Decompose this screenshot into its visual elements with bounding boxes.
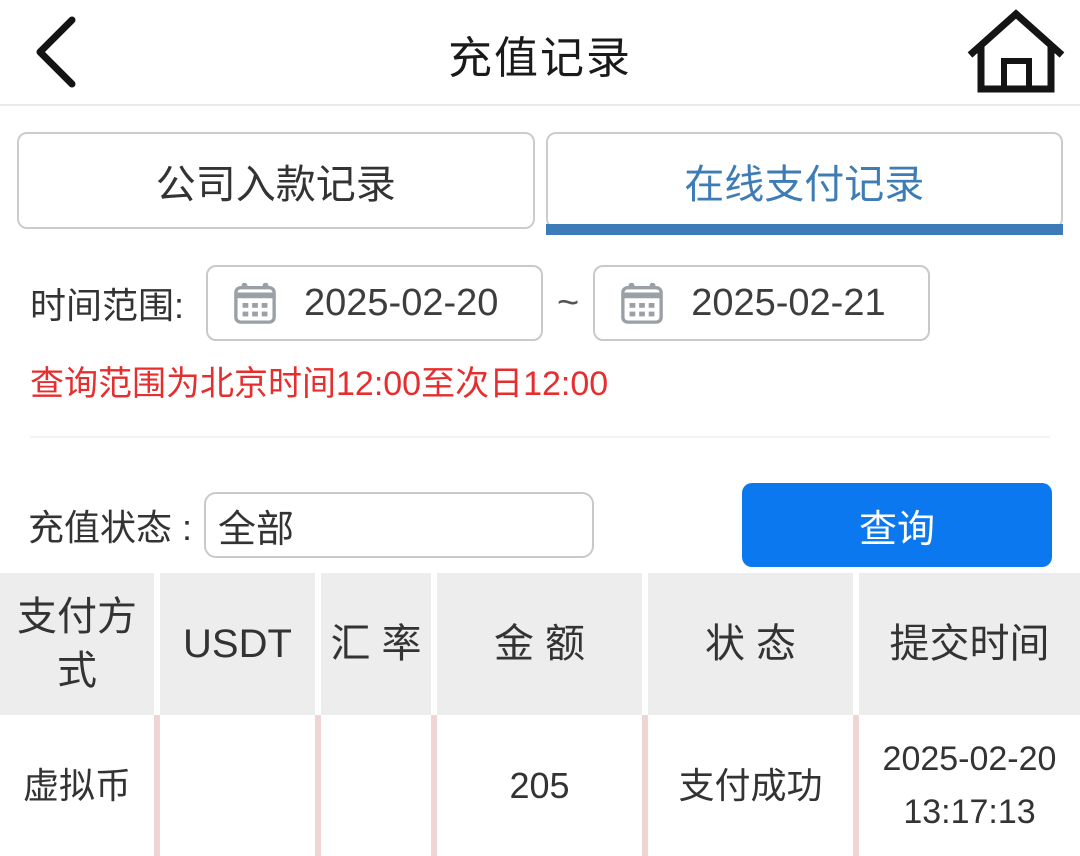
end-date-value: 2025-02-21: [691, 281, 886, 324]
column-header-amount: 金 额: [437, 573, 642, 715]
home-button[interactable]: [966, 9, 1066, 95]
calendar-icon: [234, 282, 276, 324]
date-range-row: 时间范围: 2025-02-20 ~ 2025-02-21: [0, 265, 1080, 341]
cell-rate: [321, 715, 431, 856]
back-chevron-icon: [36, 16, 76, 88]
status-select[interactable]: 全部: [204, 492, 595, 558]
query-button[interactable]: 查询: [742, 483, 1052, 567]
home-icon: [967, 9, 1065, 93]
calendar-icon: [621, 282, 664, 324]
tab-label: 在线支付记录: [684, 162, 925, 207]
tab-label: 公司入款记录: [155, 162, 396, 207]
record-tabs: 公司入款记录 在线支付记录: [0, 132, 1080, 235]
column-header-status: 状 态: [648, 573, 853, 715]
table-row: 虚拟币 205 支付成功 2025-02-20 13:17:13: [0, 715, 1080, 856]
start-date-input[interactable]: 2025-02-20: [206, 265, 544, 341]
status-select-value: 全部: [218, 508, 295, 551]
status-filter-row: 充值状态 : 全部 查询: [0, 483, 1080, 567]
date-range-separator: ~: [557, 281, 580, 324]
cell-submit-time: 2025-02-20 13:17:13: [859, 715, 1080, 856]
date-range-label: 时间范围:: [30, 285, 185, 326]
cell-payment-method: 虚拟币: [0, 715, 154, 856]
table-header-row: 支付方式 USDT 汇 率 金 额 状 态 提交时间: [0, 573, 1080, 715]
query-range-notice: 查询范围为北京时间12:00至次日12:00: [30, 365, 609, 403]
tab-online-payment[interactable]: 在线支付记录: [545, 132, 1063, 235]
status-filter-group: 充值状态 : 全部: [28, 492, 595, 558]
cell-status: 支付成功: [648, 715, 853, 856]
records-table: 支付方式 USDT 汇 率 金 额 状 态 提交时间 虚拟币 205 支付成功 …: [0, 573, 1080, 856]
start-date-value: 2025-02-20: [304, 281, 499, 324]
back-button[interactable]: [30, 14, 82, 90]
active-tab-underline: [545, 224, 1063, 235]
section-divider: [30, 436, 1050, 438]
column-header-usdt: USDT: [160, 573, 315, 715]
status-label: 充值状态 :: [28, 507, 193, 548]
cell-usdt: [160, 715, 315, 856]
column-header-payment-method: 支付方式: [0, 573, 154, 715]
column-header-rate: 汇 率: [321, 573, 431, 715]
page-title: 充值记录: [448, 34, 632, 83]
app-header: 充值记录: [0, 0, 1080, 106]
column-header-submit-time: 提交时间: [859, 573, 1080, 715]
end-date-input[interactable]: 2025-02-21: [593, 265, 931, 341]
tab-company-deposit[interactable]: 公司入款记录: [17, 132, 535, 229]
cell-amount: 205: [437, 715, 642, 856]
